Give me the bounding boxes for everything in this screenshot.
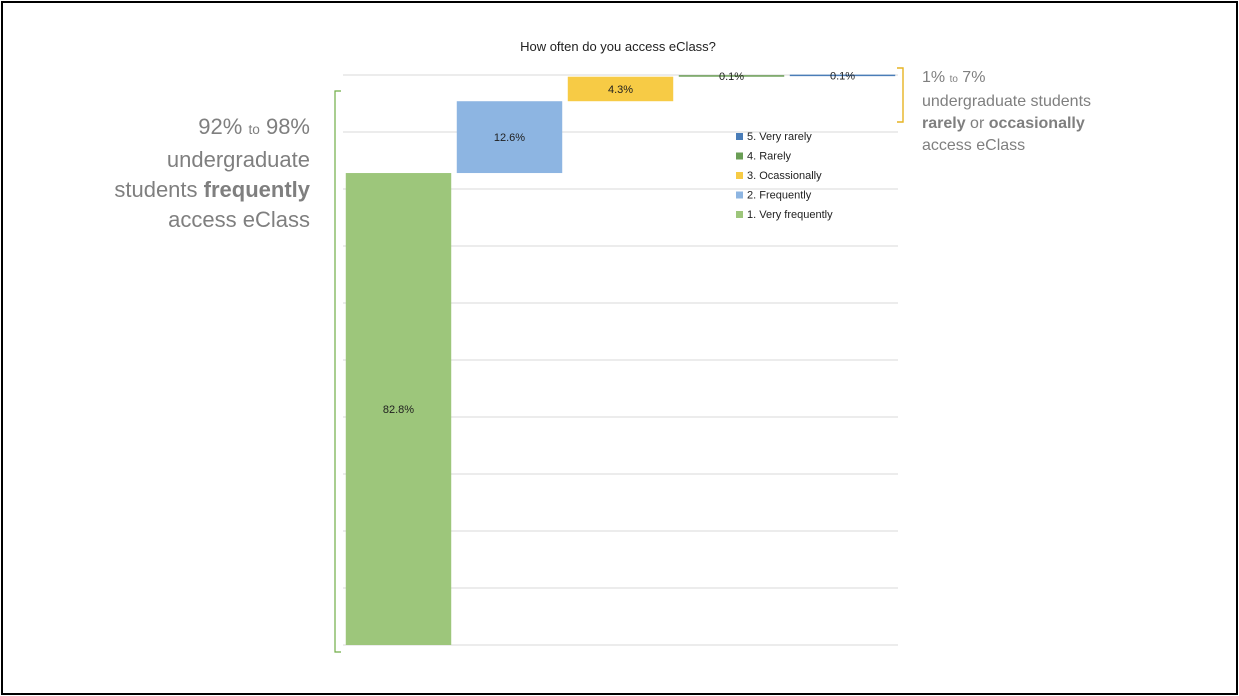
left-annotation-line3: students frequently	[114, 177, 310, 202]
left-annotation-range: 92% to 98%	[198, 114, 310, 139]
right-bracket	[897, 67, 904, 123]
bar-2	[456, 101, 563, 174]
data-label-3: 4.3%	[608, 84, 633, 96]
legend-swatch	[736, 191, 743, 199]
legend-swatch	[736, 152, 743, 160]
right-annotation-line3: rarely or occasionally	[922, 115, 1085, 132]
left-annotation: 92% to 98% undergraduate students freque…	[20, 112, 310, 235]
legend-swatch	[736, 211, 743, 218]
left-bracket	[334, 90, 341, 653]
chart-title: How often do you access eClass?	[520, 39, 716, 54]
legend: 5. Very rarely 4. Rarely 3. Ocassionally 2.…	[736, 131, 833, 221]
data-label-1: 82.8%	[383, 404, 414, 416]
data-label-4: 0.1%	[719, 71, 744, 83]
data-label-5: 0.1%	[830, 71, 855, 83]
left-annotation-line4: access eClass	[168, 207, 310, 232]
legend-swatch	[736, 133, 743, 140]
brackets	[334, 67, 904, 653]
legend-entry: 2. Frequently	[747, 190, 812, 202]
legend-entry: 1. Very frequently	[747, 209, 833, 221]
right-annotation-line2: undergraduate students	[922, 93, 1092, 110]
bars	[345, 74, 896, 646]
right-annotation-range: 1% to 7%	[922, 69, 986, 86]
bar-5	[789, 74, 896, 77]
data-label-2: 12.6%	[494, 132, 525, 144]
legend-entry: 4. Rarely	[747, 151, 792, 163]
legend-swatch	[736, 172, 743, 179]
bar-1	[345, 173, 452, 646]
bar-4	[678, 75, 785, 77]
right-annotation: 1% to 7% undergraduate students rarely o…	[922, 67, 1222, 157]
data-labels: 82.8% 12.6% 4.3% 0.1% 0.1%	[383, 71, 855, 416]
bar-3	[567, 76, 674, 102]
right-annotation-line4: access eClass	[922, 137, 1026, 154]
legend-entry: 5. Very rarely	[747, 131, 812, 143]
legend-entry: 3. Ocassionally	[747, 170, 822, 182]
left-annotation-line2: undergraduate	[166, 147, 310, 172]
